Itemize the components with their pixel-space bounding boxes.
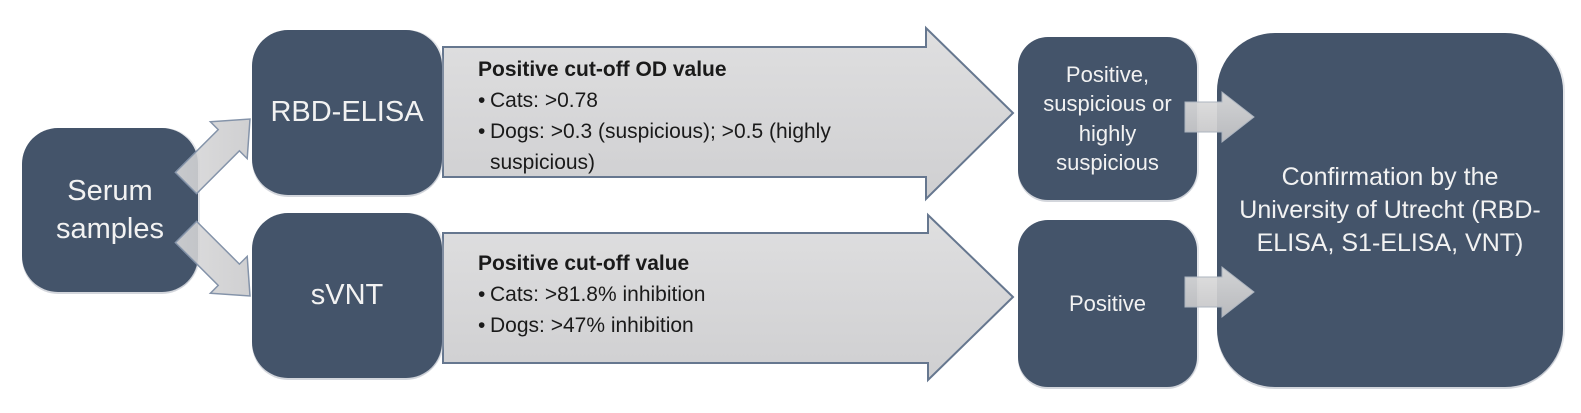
rbd-criteria-bullet-cats: Cats: >0.78 [478,85,878,116]
confirmation-label: Confirmation by the University of Utrech… [1239,162,1541,257]
node-svnt: sVNT [252,213,442,378]
rbd-criteria-bullet-dogs: Dogs: >0.3 (suspicious); >0.5 (highly su… [478,116,878,178]
node-serum-samples: Serum samples [22,128,198,292]
result-svnt-label: Positive [1068,290,1147,316]
rbd-elisa-label: RBD-ELISA [270,95,424,128]
svnt-criteria-bullet-cats: Cats: >81.8% inhibition [478,279,878,310]
svnt-label: sVNT [310,278,384,311]
node-result-rbd: Positive, suspicious or highly suspiciou… [1018,37,1197,200]
svnt-criteria-title: Positive cut-off value [478,252,690,275]
svnt-criteria-list: Cats: >81.8% inhibition Dogs: >47% inhib… [478,279,878,341]
node-rbd-elisa: RBD-ELISA [252,30,442,195]
svnt-criteria-bullet-dogs: Dogs: >47% inhibition [478,310,878,341]
node-result-svnt: Positive [1018,220,1197,387]
rbd-criteria-text: Positive cut-off OD value Cats: >0.78 Do… [478,56,878,178]
serum-samples-label: Serum samples [56,174,164,245]
svnt-criteria-text: Positive cut-off value Cats: >81.8% inhi… [478,250,878,341]
result-rbd-label: Positive, suspicious or highly suspiciou… [1043,62,1172,175]
rbd-criteria-list: Cats: >0.78 Dogs: >0.3 (suspicious); >0.… [478,85,878,178]
rbd-criteria-title: Positive cut-off OD value [478,58,727,81]
node-confirmation: Confirmation by the University of Utrech… [1217,33,1563,387]
